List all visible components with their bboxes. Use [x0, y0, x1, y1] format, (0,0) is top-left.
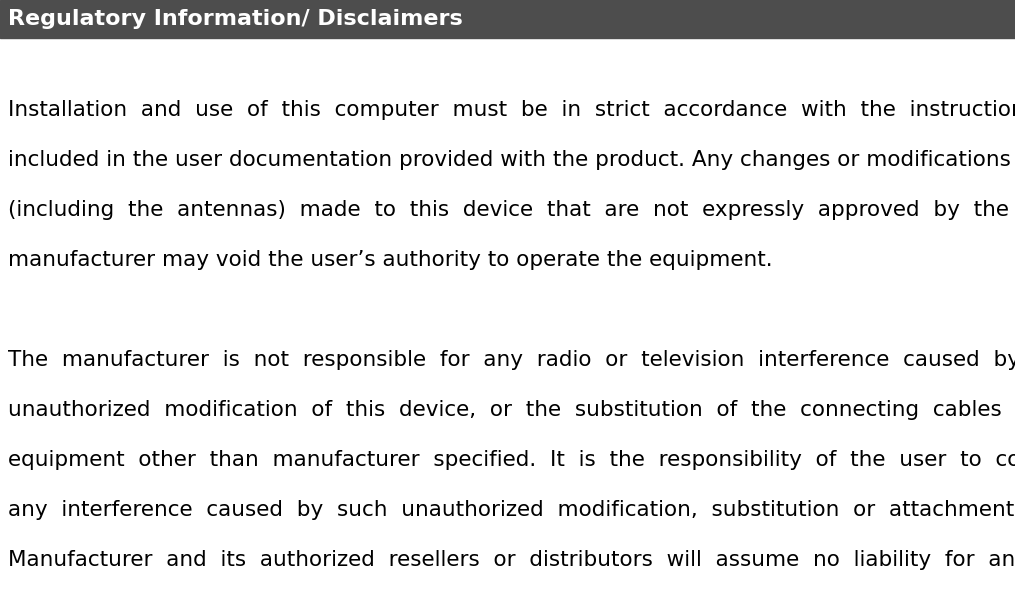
Text: any  interference  caused  by  such  unauthorized  modification,  substitution  : any interference caused by such unauthor…: [8, 500, 1015, 520]
Text: manufacturer may void the user’s authority to operate the equipment.: manufacturer may void the user’s authori…: [8, 250, 772, 270]
Text: equipment  other  than  manufacturer  specified.  It  is  the  responsibility  o: equipment other than manufacturer specif…: [8, 450, 1015, 470]
Text: (including  the  antennas)  made  to  this  device  that  are  not  expressly  a: (including the antennas) made to this de…: [8, 200, 1009, 220]
Text: Manufacturer  and  its  authorized  resellers  or  distributors  will  assume  n: Manufacturer and its authorized reseller…: [8, 550, 1015, 570]
Text: Regulatory Information/ Disclaimers: Regulatory Information/ Disclaimers: [8, 9, 463, 29]
Text: Installation  and  use  of  this  computer  must  be  in  strict  accordance  wi: Installation and use of this computer mu…: [8, 100, 1015, 120]
Text: unauthorized  modification  of  this  device,  or  the  substitution  of  the  c: unauthorized modification of this device…: [8, 400, 1015, 420]
Text: included in the user documentation provided with the product. Any changes or mod: included in the user documentation provi…: [8, 150, 1011, 170]
Text: The  manufacturer  is  not  responsible  for  any  radio  or  television  interf: The manufacturer is not responsible for …: [8, 350, 1015, 370]
Bar: [0, 0, 1015, 38]
